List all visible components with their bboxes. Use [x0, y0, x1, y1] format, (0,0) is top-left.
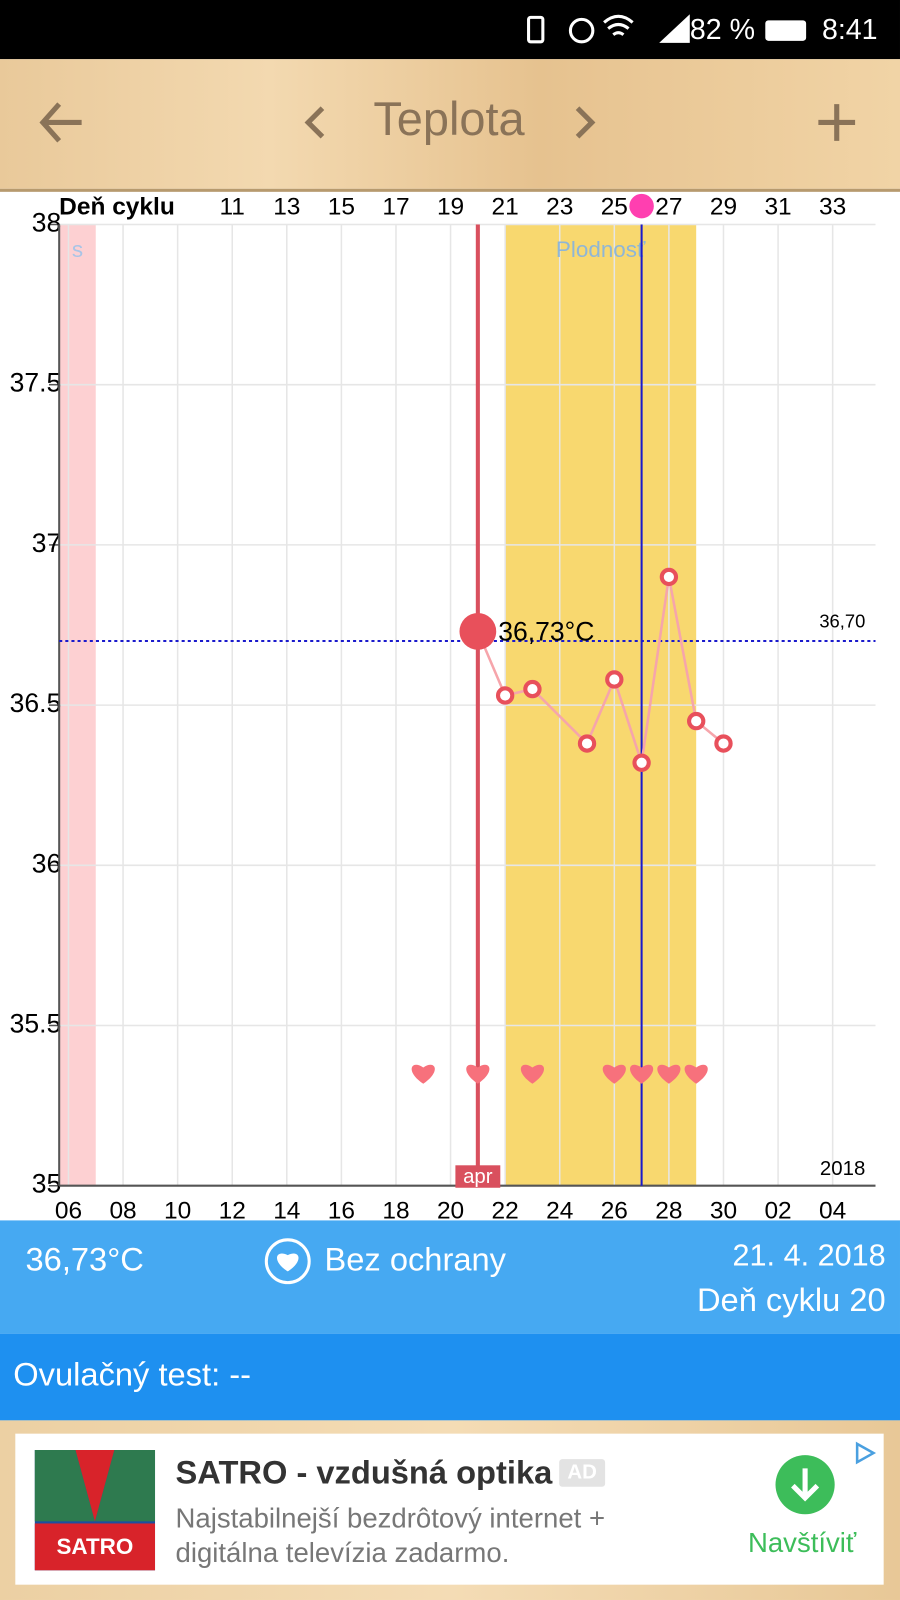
- month-label: apr: [463, 1166, 493, 1188]
- reference-label: 36,70: [819, 610, 865, 631]
- day-info: 36,73°C Bez ochrany 21. 4. 2018 Deň cykl…: [0, 1220, 900, 1334]
- heart: [684, 1064, 708, 1084]
- y-tick-label: 37: [32, 528, 61, 558]
- date: 21. 4. 2018: [732, 1238, 886, 1273]
- protection-icon: [264, 1238, 311, 1285]
- screen-title: Teplota: [373, 93, 525, 145]
- heart: [466, 1064, 490, 1084]
- ad-card[interactable]: SATRO SATRO - vzdušná optika AD Najstabi…: [15, 1433, 884, 1585]
- data-point: [659, 567, 679, 587]
- clock: 8:41: [822, 14, 878, 46]
- ad-description-2: digitálna televízia zadarmo.: [175, 1537, 510, 1569]
- x-tick-label: 20: [437, 1198, 464, 1221]
- vibrate-icon: [527, 15, 545, 44]
- chart-area: Deň cyklu 35 35.5 36 36.5 37 37.5 38 06 08 10 12 14…: [0, 192, 900, 1225]
- heart: [520, 1064, 545, 1084]
- battery-icon: [765, 20, 807, 41]
- band-label: s: [72, 237, 83, 262]
- ovulation-marker: [629, 193, 654, 219]
- x-tick-label: 12: [219, 1198, 246, 1221]
- ad-choices[interactable]: [852, 1440, 879, 1467]
- temperature-chart: Deň cyklu 35 35.5 36 36.5 37 37.5 38 06 08 10 12 14…: [10, 193, 876, 1225]
- heart: [411, 1064, 435, 1084]
- x-tick-label: 04: [819, 1198, 846, 1221]
- ad-logo-text: SATRO: [56, 1534, 133, 1559]
- y-tick-label: 37.5: [10, 368, 62, 398]
- ad-logo: SATRO: [34, 1449, 156, 1571]
- status-icons: 82 % 8:41: [527, 14, 878, 46]
- data-point: [687, 711, 706, 731]
- x-tick-label: 10: [164, 1198, 191, 1221]
- ovulation-test-text: Ovulačný test: --: [13, 1356, 251, 1393]
- data-point: [577, 734, 597, 753]
- ad-action[interactable]: Navštíviť: [747, 1527, 857, 1559]
- x2-tick-label: 21: [492, 194, 519, 221]
- y-tick-label: 35: [32, 1169, 61, 1199]
- x-tick-label: 26: [601, 1198, 628, 1221]
- data-label: 36,73°C: [498, 616, 594, 646]
- x-tick-label: 24: [546, 1198, 573, 1221]
- battery-level: 82 %: [690, 14, 755, 46]
- y-tick-label: 36.5: [10, 688, 62, 718]
- heart: [602, 1064, 626, 1084]
- x-tick-label: 08: [109, 1198, 136, 1221]
- x-tick-label: 18: [382, 1198, 409, 1221]
- data-point: [605, 670, 624, 689]
- x2-tick-label: 17: [382, 194, 409, 221]
- x-tick-label: 22: [492, 1198, 519, 1221]
- band-label: Plodnosť: [556, 237, 646, 262]
- x2-tick-label: 33: [819, 194, 846, 221]
- status-bar: 82 % 8:41: [0, 0, 900, 60]
- x2-tick-label: 23: [546, 194, 573, 221]
- x-tick-label: 06: [55, 1198, 82, 1221]
- x2-tick-label: 29: [710, 194, 737, 221]
- toolbar: Teplota: [0, 59, 900, 192]
- x2-tick-label: 31: [764, 194, 791, 221]
- y-tick-label: 38: [32, 208, 61, 238]
- y-tick-label: 36: [32, 848, 61, 878]
- ad-download-icon: [775, 1455, 835, 1515]
- x2-tick-label: 19: [437, 194, 464, 221]
- data-point: [714, 734, 733, 753]
- data-point: [459, 613, 497, 650]
- year-label: 2018: [820, 1158, 865, 1180]
- add-button[interactable]: [818, 104, 856, 141]
- data-point: [495, 686, 515, 705]
- previous-button[interactable]: [304, 106, 325, 139]
- x2-tick-label: 15: [328, 194, 355, 221]
- next-button[interactable]: [575, 106, 596, 139]
- toolbar-content: Teplota: [39, 93, 856, 145]
- x-tick-label: 14: [273, 1198, 300, 1221]
- ad-title: SATRO - vzdušná optika: [175, 1454, 553, 1491]
- x2-tick-label: 11: [220, 194, 245, 221]
- x2-axis-title: Deň cyklu: [59, 194, 175, 221]
- x2-tick-label: 27: [655, 194, 682, 221]
- y-tick-label: 35.5: [10, 1009, 62, 1039]
- x-tick-label: 28: [655, 1198, 682, 1221]
- signal-icon: [659, 14, 690, 43]
- ad-area: SATRO SATRO - vzdušná optika AD Najstabi…: [0, 1420, 900, 1600]
- x-tick-label: 30: [710, 1198, 737, 1221]
- temperature: 36,73°C: [25, 1240, 144, 1278]
- cycle-day: Deň cyklu 20: [696, 1281, 886, 1319]
- x2-tick-label: 25: [601, 194, 628, 221]
- ad-description-1: Najstabilnejší bezdrôtový internet +: [175, 1503, 606, 1534]
- x-tick-label: 16: [328, 1198, 355, 1221]
- heart: [630, 1064, 654, 1084]
- heart: [657, 1064, 681, 1084]
- back-button[interactable]: [39, 102, 82, 143]
- wifi-icon: [603, 14, 634, 36]
- alarm-icon: [568, 17, 595, 44]
- ovulation-test[interactable]: Ovulačný test: --: [0, 1333, 900, 1421]
- x-tick-label: 02: [764, 1198, 791, 1221]
- data-point: [523, 679, 542, 699]
- ad-badge: AD: [559, 1459, 605, 1487]
- month-label-box: [455, 1165, 501, 1188]
- data-point: [632, 753, 651, 772]
- protection: Bez ochrany: [324, 1240, 506, 1278]
- x2-tick-label: 13: [273, 194, 300, 221]
